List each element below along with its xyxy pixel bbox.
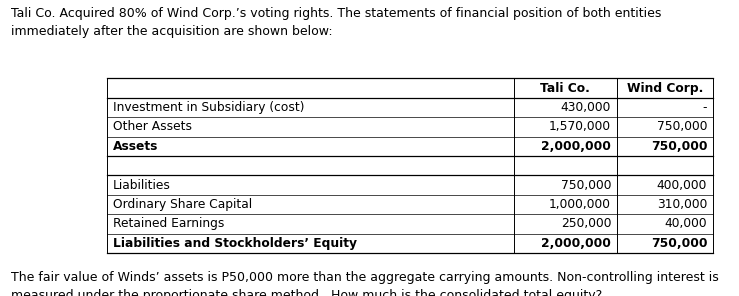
Text: 310,000: 310,000	[657, 198, 707, 211]
Text: -: -	[703, 101, 707, 114]
Text: Liabilities: Liabilities	[113, 179, 171, 192]
Text: Investment in Subsidiary (cost): Investment in Subsidiary (cost)	[113, 101, 304, 114]
Text: 430,000: 430,000	[561, 101, 611, 114]
Text: 2,000,000: 2,000,000	[541, 237, 611, 250]
Text: 400,000: 400,000	[657, 179, 707, 192]
Text: 750,000: 750,000	[651, 237, 707, 250]
Text: 1,000,000: 1,000,000	[549, 198, 611, 211]
Text: Other Assets: Other Assets	[113, 120, 192, 133]
Text: Liabilities and Stockholders’ Equity: Liabilities and Stockholders’ Equity	[113, 237, 357, 250]
Text: Tali Co.: Tali Co.	[540, 82, 590, 95]
Text: 2,000,000: 2,000,000	[541, 140, 611, 153]
Text: Ordinary Share Capital: Ordinary Share Capital	[113, 198, 252, 211]
Text: Retained Earnings: Retained Earnings	[113, 218, 225, 231]
Text: 750,000: 750,000	[651, 140, 707, 153]
Text: Wind Corp.: Wind Corp.	[627, 82, 704, 95]
Text: The fair value of Winds’ assets is P50,000 more than the aggregate carrying amou: The fair value of Winds’ assets is P50,0…	[11, 271, 719, 296]
Text: 1,570,000: 1,570,000	[549, 120, 611, 133]
Text: Assets: Assets	[113, 140, 158, 153]
Text: 750,000: 750,000	[657, 120, 707, 133]
Text: 750,000: 750,000	[561, 179, 611, 192]
Text: 250,000: 250,000	[561, 218, 611, 231]
Text: Tali Co. Acquired 80% of Wind Corp.’s voting rights. The statements of financial: Tali Co. Acquired 80% of Wind Corp.’s vo…	[11, 7, 661, 38]
Text: 40,000: 40,000	[664, 218, 707, 231]
